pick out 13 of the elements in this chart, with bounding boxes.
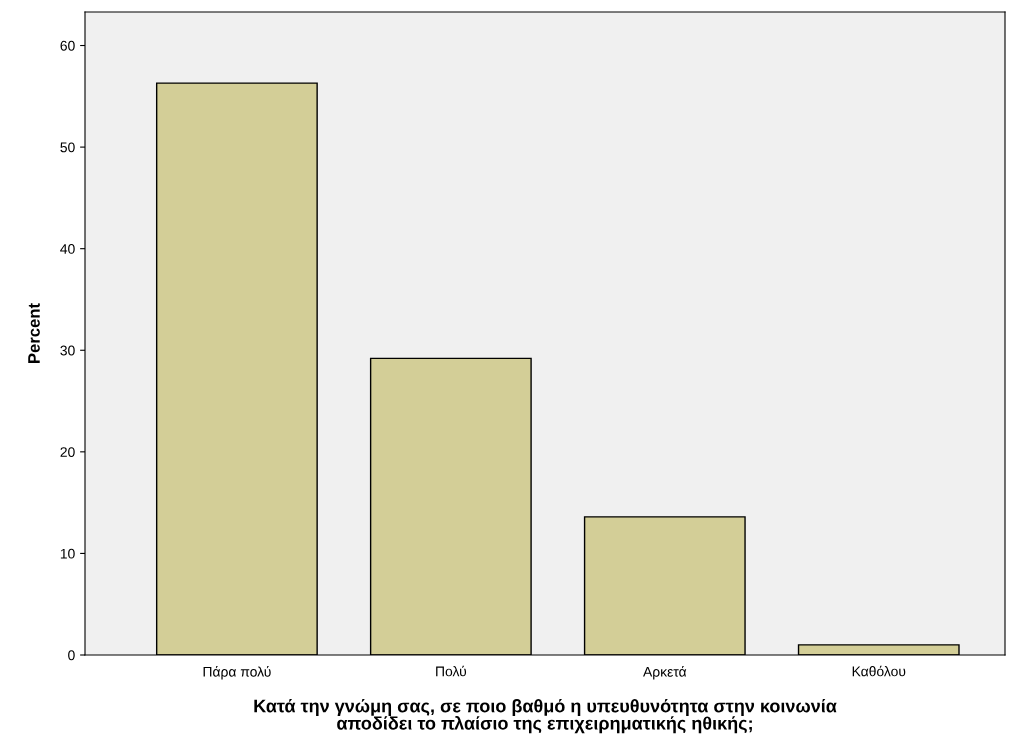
y-axis-title: Percent — [28, 303, 40, 363]
y-tick-label: 0 — [68, 650, 75, 661]
x-tick-label: Αρκετά — [643, 666, 687, 680]
y-tick-label: 20 — [60, 447, 75, 458]
y-tick-label: 50 — [60, 142, 75, 153]
y-tick-label: 30 — [60, 345, 75, 356]
y-tick-label: 10 — [60, 548, 75, 559]
y-tick-label: 60 — [60, 40, 75, 51]
x-tick-label: Πάρα πολύ — [203, 666, 271, 680]
x-tick-label: Καθόλου — [852, 665, 906, 677]
x-axis-title: Κατά την γνώμη σας, σε ποιο βαθμό η υπευθυνότητα στην κοινωνία αποδίδει το πλαίσιο της επιχειρηματικής ηθικής; — [254, 698, 837, 734]
x-tick-label: Πολύ — [436, 665, 467, 677]
y-tick-label: 40 — [60, 244, 75, 254]
